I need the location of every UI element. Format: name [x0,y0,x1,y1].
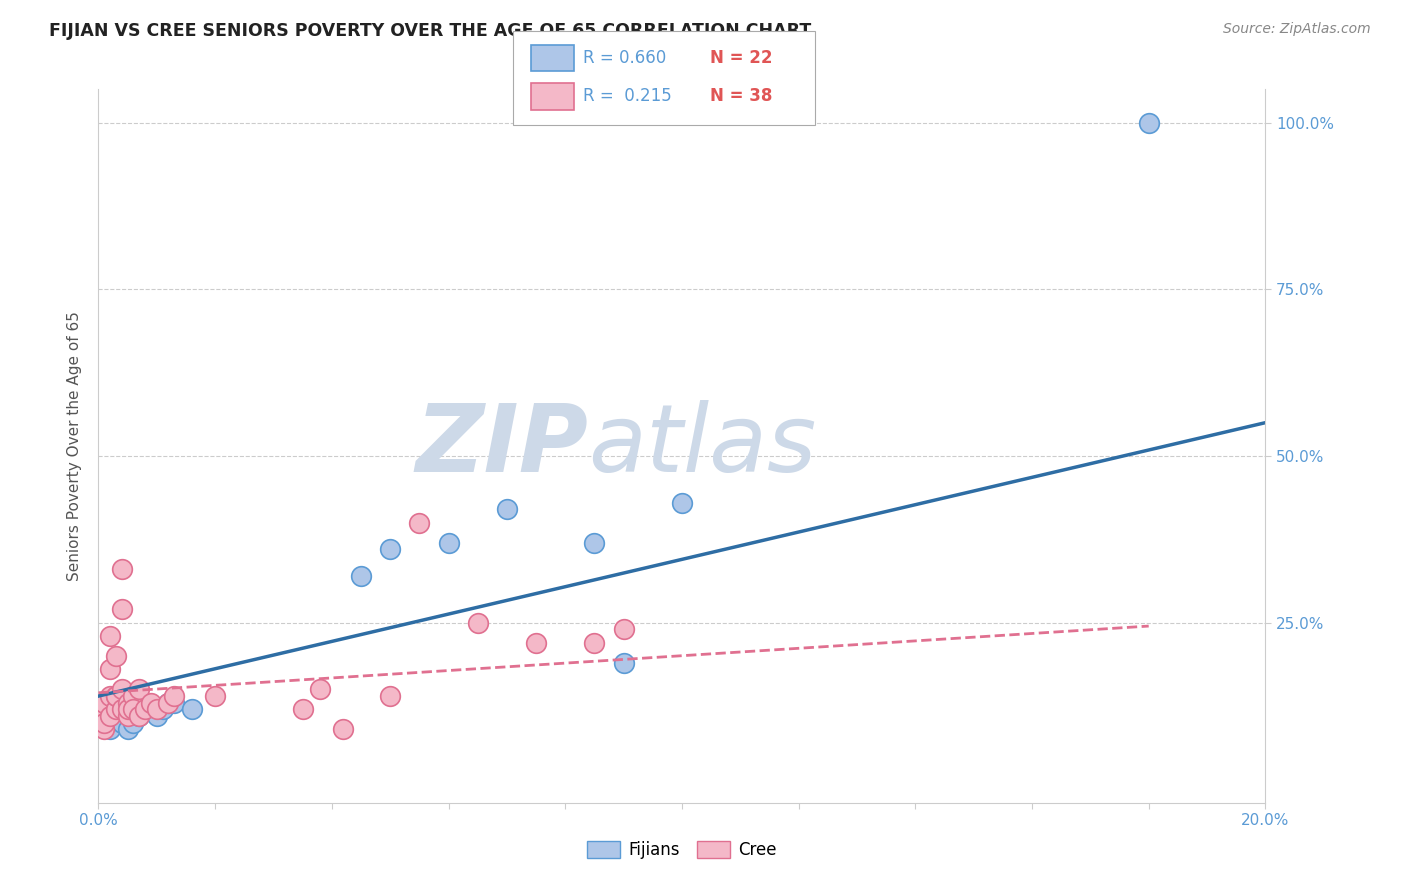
Point [128,709,150,723]
Point [146,709,169,723]
Point [98,629,121,643]
Point [437,535,460,549]
Point [152,702,174,716]
Point [163,689,186,703]
Point [134,702,156,716]
Point [111,562,134,576]
Point [612,656,634,670]
Point [104,689,127,703]
Point [583,636,606,650]
Text: R = 0.660: R = 0.660 [583,49,666,67]
Point [380,689,402,703]
Point [117,702,139,716]
Point [111,702,134,716]
Point [291,702,314,716]
Point [93,702,115,716]
Point [111,602,134,616]
Point [309,682,332,697]
Point [583,535,606,549]
Point [98,689,121,703]
Point [612,623,634,637]
Point [117,723,139,737]
Point [1137,115,1160,129]
Text: N = 22: N = 22 [710,49,772,67]
Point [111,715,134,730]
Legend: Fijians, Cree: Fijians, Cree [581,834,783,866]
Point [671,496,693,510]
Point [122,702,145,716]
Point [98,715,121,730]
Point [380,542,402,557]
Text: Source: ZipAtlas.com: Source: ZipAtlas.com [1223,22,1371,37]
Point [87,702,110,716]
Point [104,696,127,710]
Point [122,689,145,703]
Point [104,649,127,664]
Point [139,696,162,710]
Point [134,702,156,716]
Point [98,662,121,676]
Point [332,723,354,737]
Text: R =  0.215: R = 0.215 [583,87,672,105]
Point [204,689,226,703]
Point [122,715,145,730]
Y-axis label: Seniors Poverty Over the Age of 65: Seniors Poverty Over the Age of 65 [67,311,83,581]
Text: ZIP: ZIP [416,400,589,492]
Text: N = 38: N = 38 [710,87,772,105]
Point [180,702,202,716]
Point [98,709,121,723]
Point [117,709,139,723]
Point [350,569,373,583]
Point [408,516,430,530]
Point [524,636,547,650]
Point [93,696,115,710]
Point [163,696,186,710]
Text: atlas: atlas [589,401,817,491]
Point [111,682,134,697]
Point [157,696,180,710]
Point [98,723,121,737]
Point [496,502,519,516]
Text: FIJIAN VS CREE SENIORS POVERTY OVER THE AGE OF 65 CORRELATION CHART: FIJIAN VS CREE SENIORS POVERTY OVER THE … [49,22,811,40]
Point [117,696,139,710]
Point [104,702,127,716]
Point [104,689,127,703]
Point [157,696,180,710]
Point [93,723,115,737]
Point [128,682,150,697]
Point [146,702,169,716]
Point [467,615,489,630]
Point [93,715,115,730]
Point [128,709,150,723]
